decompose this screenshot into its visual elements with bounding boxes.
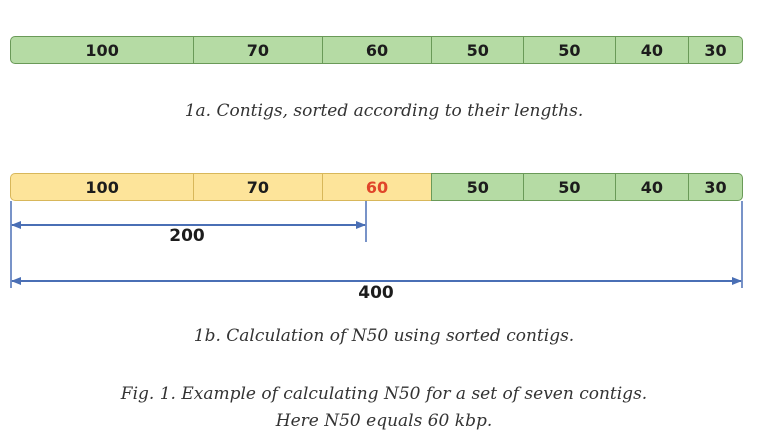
contig-segment: 70: [193, 173, 322, 201]
contig-segment: 60: [321, 173, 432, 201]
contig-segment: 60: [321, 36, 432, 64]
contig-segment: 40: [614, 173, 688, 201]
contig-segment: 50: [431, 36, 524, 64]
figure-caption-line2: Here N50 equals 60 kbp.: [275, 411, 493, 431]
half-length-label: 200: [169, 226, 205, 246]
contig-segment: 30: [688, 36, 743, 64]
figure-caption-line1: Fig. 1. Example of calculating N50 for a…: [120, 384, 648, 404]
contig-segment: 50: [523, 36, 615, 64]
contig-segment: 70: [193, 36, 322, 64]
caption-1b: 1b. Calculation of N50 using sorted cont…: [193, 326, 575, 346]
contig-bar-sorted: 100 70 60 50 50 40 30: [10, 36, 743, 64]
contig-segment: 50: [431, 173, 524, 201]
contig-segment: 100: [10, 36, 194, 64]
total-length-label: 400: [358, 283, 394, 303]
contig-segment: 100: [10, 173, 194, 201]
contig-segment: 30: [688, 173, 743, 201]
caption-1a: 1a. Contigs, sorted according to their l…: [184, 101, 584, 121]
contig-segment: 50: [523, 173, 615, 201]
contig-bar-n50: 100 70 60 50 50 40 30: [10, 173, 743, 201]
contig-segment: 40: [614, 36, 688, 64]
